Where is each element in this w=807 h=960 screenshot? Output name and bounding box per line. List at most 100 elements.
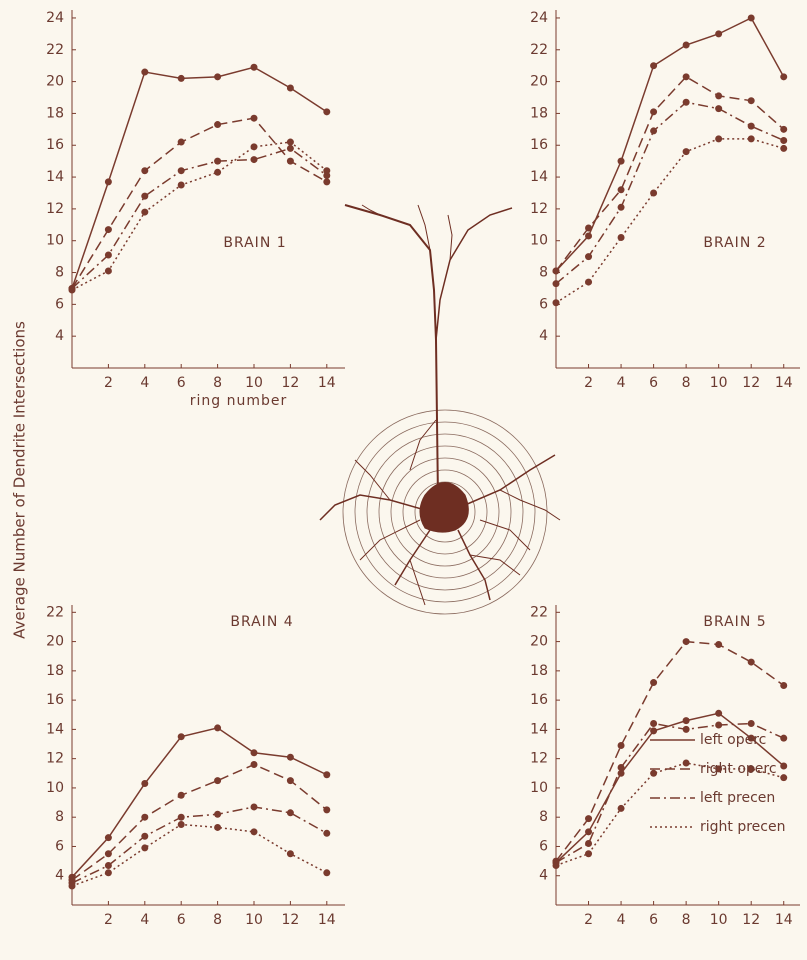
data-point xyxy=(214,777,222,785)
data-point xyxy=(250,761,258,769)
data-point xyxy=(682,759,690,767)
chart-title: BRAIN 1 xyxy=(223,235,286,251)
y-tick-label: 24 xyxy=(530,10,548,26)
data-point xyxy=(286,850,294,858)
data-point xyxy=(141,68,149,76)
x-tick-label: 6 xyxy=(177,912,186,928)
y-tick-label: 4 xyxy=(539,868,548,884)
data-point xyxy=(323,806,331,814)
y-tick-label: 14 xyxy=(46,169,64,185)
data-point xyxy=(617,203,625,211)
data-point xyxy=(715,641,723,649)
data-point xyxy=(552,280,560,288)
legend-label: left operc xyxy=(700,732,766,748)
y-tick-label: 12 xyxy=(46,751,64,767)
data-point xyxy=(552,861,560,869)
x-tick-label: 2 xyxy=(104,375,113,391)
y-tick-label: 16 xyxy=(46,137,64,153)
data-point xyxy=(780,125,788,133)
data-point xyxy=(250,803,258,811)
data-point xyxy=(286,809,294,817)
x-tick-label: 4 xyxy=(140,912,149,928)
data-point xyxy=(141,813,149,821)
y-tick-label: 12 xyxy=(530,201,548,217)
data-point xyxy=(286,84,294,92)
x-tick-label: 4 xyxy=(617,912,626,928)
data-point xyxy=(617,763,625,771)
series-line xyxy=(71,147,328,289)
y-tick-label: 12 xyxy=(530,751,548,767)
data-point xyxy=(323,869,331,877)
data-point xyxy=(177,733,185,741)
data-point xyxy=(250,143,258,151)
x-tick-label: 8 xyxy=(213,912,222,928)
data-point xyxy=(177,821,185,829)
x-tick-label: 10 xyxy=(710,375,728,391)
y-tick-label: 18 xyxy=(530,105,548,121)
chart-title: BRAIN 2 xyxy=(703,235,766,251)
data-point xyxy=(250,63,258,71)
data-point xyxy=(650,108,658,116)
series-line xyxy=(71,823,328,887)
y-tick-label: 6 xyxy=(55,296,64,312)
y-tick-label: 4 xyxy=(55,328,64,344)
data-point xyxy=(585,224,593,232)
y-tick-label: 8 xyxy=(55,265,64,281)
legend-label: left precen xyxy=(700,790,775,806)
data-point xyxy=(323,829,331,837)
series-line xyxy=(71,727,328,878)
y-tick-label: 6 xyxy=(55,838,64,854)
data-point xyxy=(682,73,690,81)
data-point xyxy=(780,136,788,144)
data-point xyxy=(250,114,258,122)
series-line xyxy=(71,806,328,884)
data-point xyxy=(104,178,112,186)
data-point xyxy=(585,840,593,848)
x-tick-label: 2 xyxy=(584,912,593,928)
legend-label: right operc xyxy=(700,761,777,777)
data-point xyxy=(585,232,593,240)
x-tick-label: 8 xyxy=(682,912,691,928)
series-line xyxy=(71,117,328,289)
series-line xyxy=(555,712,785,864)
y-tick-label: 8 xyxy=(539,809,548,825)
data-point xyxy=(747,14,755,22)
y-tick-label: 6 xyxy=(539,838,548,854)
data-point xyxy=(780,774,788,782)
data-point xyxy=(585,253,593,261)
data-point xyxy=(682,638,690,646)
y-tick-label: 22 xyxy=(46,42,64,58)
y-tick-label: 22 xyxy=(530,42,548,58)
data-point xyxy=(617,741,625,749)
series-line xyxy=(71,66,328,289)
data-point xyxy=(682,98,690,106)
data-point xyxy=(650,679,658,687)
data-point xyxy=(617,234,625,242)
data-point xyxy=(177,791,185,799)
y-tick-label: 18 xyxy=(46,105,64,121)
data-point xyxy=(323,167,331,175)
y-tick-label: 14 xyxy=(530,169,548,185)
y-tick-label: 10 xyxy=(530,233,548,249)
data-point xyxy=(747,135,755,143)
data-point xyxy=(585,828,593,836)
data-point xyxy=(286,753,294,761)
x-tick-label: 12 xyxy=(742,912,760,928)
x-tick-label: 14 xyxy=(318,912,336,928)
data-point xyxy=(177,181,185,189)
y-tick-label: 24 xyxy=(46,10,64,26)
x-tick-label: 8 xyxy=(682,375,691,391)
data-point xyxy=(286,144,294,152)
data-point xyxy=(104,861,112,869)
data-point xyxy=(650,720,658,728)
data-point xyxy=(177,813,185,821)
y-tick-label: 14 xyxy=(46,721,64,737)
data-point xyxy=(177,138,185,146)
data-point xyxy=(715,135,723,143)
y-tick-label: 10 xyxy=(46,233,64,249)
y-tick-label: 8 xyxy=(55,809,64,825)
data-point xyxy=(715,105,723,113)
data-point xyxy=(715,709,723,717)
data-point xyxy=(780,762,788,770)
y-tick-label: 20 xyxy=(530,74,548,90)
